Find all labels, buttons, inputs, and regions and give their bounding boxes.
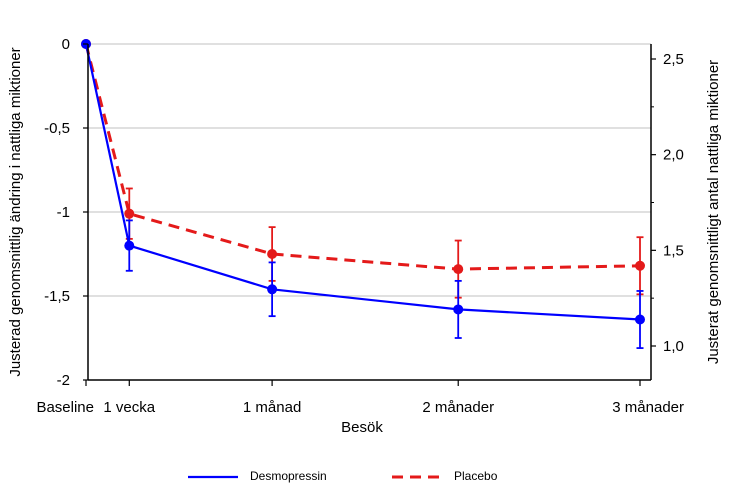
desmopressin-point [267, 284, 278, 295]
left-y-tick-label: -1,5 [44, 288, 70, 305]
right-y-tick-label: 2,0 [663, 147, 684, 164]
left-y-tick-label: -2 [57, 372, 70, 389]
x-axis-label: Besök [341, 419, 383, 436]
desmopressin-point [453, 304, 464, 315]
x-tick-label: 1 månad [243, 399, 301, 416]
tick-labels: 0 -0,5 -1 -1,5 -2 2,5 2,0 1,5 1,0 Baseline 1 vecka… [36, 36, 684, 416]
left-y-tick-label: -0,5 [44, 120, 70, 137]
placebo-line [84, 43, 641, 271]
legend: Desmopressin Placebo [188, 469, 498, 483]
left-y-axis-label: Justerad genomsnittlig ändring i nattlig… [7, 47, 24, 376]
left-y-tick-label: 0 [62, 36, 70, 53]
right-y-axis-label: Justerat genomsnittligt antal nattliga m… [705, 60, 722, 364]
series-layer [81, 39, 645, 349]
desmopressin-point [635, 314, 645, 325]
placebo-point [635, 260, 645, 271]
desmopressin-line [84, 43, 641, 321]
left-y-tick-label: -1 [57, 204, 70, 221]
placebo-point [124, 208, 135, 219]
right-y-tick-label: 2,5 [663, 51, 684, 68]
x-tick-label: 1 vecka [103, 399, 155, 416]
axes [83, 43, 656, 386]
desmopressin-legend-label: Desmopressin [250, 469, 327, 483]
x-tick-label: Baseline [36, 399, 94, 416]
placebo-point [453, 264, 464, 275]
right-y-tick-label: 1,0 [663, 338, 684, 355]
placebo-point [267, 249, 278, 259]
gridlines [88, 43, 651, 297]
x-tick-label: 2 månader [422, 399, 494, 416]
desmopressin-point [124, 240, 135, 251]
x-tick-label: 3 månader [612, 399, 684, 416]
right-y-tick-label: 1,5 [663, 242, 684, 259]
placebo-legend-label: Placebo [454, 469, 498, 483]
